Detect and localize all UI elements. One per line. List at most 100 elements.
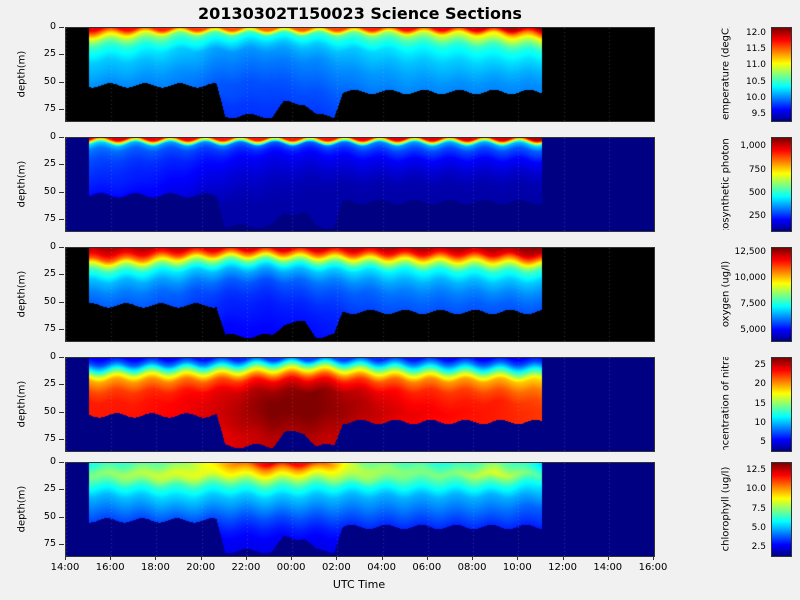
colorbar-oxygen: [771, 247, 792, 342]
colorbar-title-temperature: temperature (degC): [720, 27, 732, 120]
y-tick-label: 75: [43, 433, 56, 445]
colorbar-ticks-oxygen: 12,500 10,000 7,500 5,000: [732, 247, 768, 340]
colorbar-tick-label: 7,500: [740, 298, 766, 309]
y-axis-title: depth(m): [16, 270, 28, 317]
y-tick-mark: [59, 219, 64, 221]
y-tick-label: 50: [43, 510, 56, 522]
colorbar-nitrate: [771, 357, 792, 452]
y-axis-title-box: depth(m): [14, 357, 30, 450]
x-tick-label: 02:00: [321, 562, 351, 573]
colorbar-ticks-nitrate: 25 20 15 10 5: [732, 357, 768, 450]
x-tick-label: 14:00: [50, 562, 80, 573]
y-tick-mark: [59, 439, 64, 441]
y-axis-ticks: 0 25 50 75: [35, 352, 64, 452]
y-axis-title: depth(m): [16, 485, 28, 532]
y-tick-label: 25: [43, 378, 56, 390]
x-tick-label: 00:00: [276, 562, 306, 573]
x-tick-mark: [155, 556, 157, 560]
colorbar-tick-label: 10,000: [734, 273, 767, 283]
x-axis-title: UTC Time: [332, 578, 386, 591]
section-temperature: depth(m) 0 25 50 75 temperature (degC) 12.0…: [0, 22, 800, 122]
x-tick-mark: [245, 556, 247, 560]
y-tick-label: 50: [43, 185, 56, 197]
colorbar-ticks-photon-flux: 1,000 750 500 250: [732, 137, 768, 230]
y-tick-mark: [59, 329, 64, 331]
y-tick-mark: [59, 164, 64, 166]
y-tick-label: 50: [43, 295, 56, 307]
colorbar-tick-label: 2.5: [751, 542, 766, 553]
x-tick-mark: [65, 556, 66, 560]
section-oxygen: depth(m) 0 25 50 75 oxygen (ug/l) 12,500 10,…: [0, 242, 800, 342]
colorbar-tick-label: 12.0: [745, 28, 766, 39]
heatmap-photon-flux: [65, 137, 655, 232]
x-tick-mark: [200, 556, 202, 560]
y-axis-ticks: 0 25 50 75: [35, 22, 64, 122]
y-tick-label: 25: [43, 158, 56, 170]
section-nitrate: depth(m) 0 25 50 75 concentration of nitrat…: [0, 352, 800, 452]
y-axis-title-box: depth(m): [14, 247, 30, 340]
colorbar-title-nitrate: concentration of nitrate: [720, 357, 732, 450]
heatmap-temperature: [65, 27, 655, 122]
y-tick-mark: [59, 357, 64, 358]
colorbar-tick-label: 25: [754, 359, 766, 370]
y-tick-label: 0: [49, 241, 56, 252]
y-tick-label: 0: [49, 21, 56, 32]
x-tick-mark: [336, 556, 338, 560]
y-tick-label: 75: [43, 103, 56, 115]
colorbar-tick-label: 10.0: [745, 484, 766, 495]
y-tick-label: 0: [49, 131, 56, 142]
heatmap-chlorophyll: [65, 462, 655, 557]
colorbar-photon-flux: [771, 137, 792, 232]
colorbar-tick-label: 7.5: [751, 503, 766, 514]
y-tick-label: 50: [43, 75, 56, 87]
figure-title: 20130302T150023 Science Sections: [198, 4, 522, 23]
y-tick-label: 0: [49, 456, 56, 467]
colorbar-tick-label: 10: [754, 417, 766, 428]
x-tick-label: 22:00: [231, 562, 261, 573]
y-tick-mark: [59, 109, 64, 111]
y-tick-mark: [59, 301, 64, 303]
x-tick-label: 16:00: [638, 562, 668, 573]
y-tick-mark: [59, 384, 64, 386]
x-tick-mark: [110, 556, 112, 560]
y-axis-title-box: depth(m): [14, 462, 30, 555]
y-tick-mark: [59, 274, 64, 276]
y-axis-title: depth(m): [16, 380, 28, 427]
y-axis-title-box: depth(m): [14, 137, 30, 230]
x-tick-mark: [653, 556, 654, 560]
y-axis-ticks: 0 25 50 75: [35, 242, 64, 342]
y-tick-mark: [59, 516, 64, 518]
x-tick-label: 08:00: [457, 562, 487, 573]
x-tick-label: 06:00: [412, 562, 442, 573]
y-tick-mark: [59, 137, 64, 138]
x-tick-mark: [607, 556, 609, 560]
colorbar-tick-label: 12.5: [745, 464, 766, 475]
y-tick-mark: [59, 27, 64, 28]
y-axis-ticks: 0 25 50 75: [35, 457, 64, 557]
colorbar-tick-label: 9.5: [751, 108, 766, 119]
colorbar-tick-label: 1,000: [740, 141, 766, 152]
colorbar-title-photon-flux: photosynthetic photon flux: [720, 137, 732, 230]
y-tick-mark: [59, 81, 64, 83]
colorbar-tick-label: 15: [754, 398, 766, 409]
y-tick-mark: [59, 191, 64, 193]
colorbar-ticks-temperature: 12.0 11.5 11.0 10.5 10.0 9.5: [732, 27, 768, 120]
colorbar-chlorophyll: [771, 462, 792, 557]
x-tick-mark: [426, 556, 428, 560]
y-axis-title: depth(m): [16, 160, 28, 207]
colorbar-title-chlorophyll: chlorophyll (ug/l): [720, 466, 732, 551]
x-tick-label: 04:00: [367, 562, 397, 573]
colorbar-temperature: [771, 27, 792, 122]
x-tick-mark: [562, 556, 564, 560]
heatmap-oxygen: [65, 247, 655, 342]
colorbar-title-oxygen: oxygen (ug/l): [720, 260, 732, 327]
colorbar-tick-label: 250: [748, 211, 766, 222]
y-axis-title-box: depth(m): [14, 27, 30, 120]
x-tick-mark: [291, 556, 293, 560]
y-tick-label: 0: [49, 351, 56, 362]
colorbar-tick-label: 11.0: [745, 60, 766, 71]
heatmap-nitrate: [65, 357, 655, 452]
y-tick-mark: [59, 489, 64, 491]
x-tick-label: 12:00: [548, 562, 577, 573]
